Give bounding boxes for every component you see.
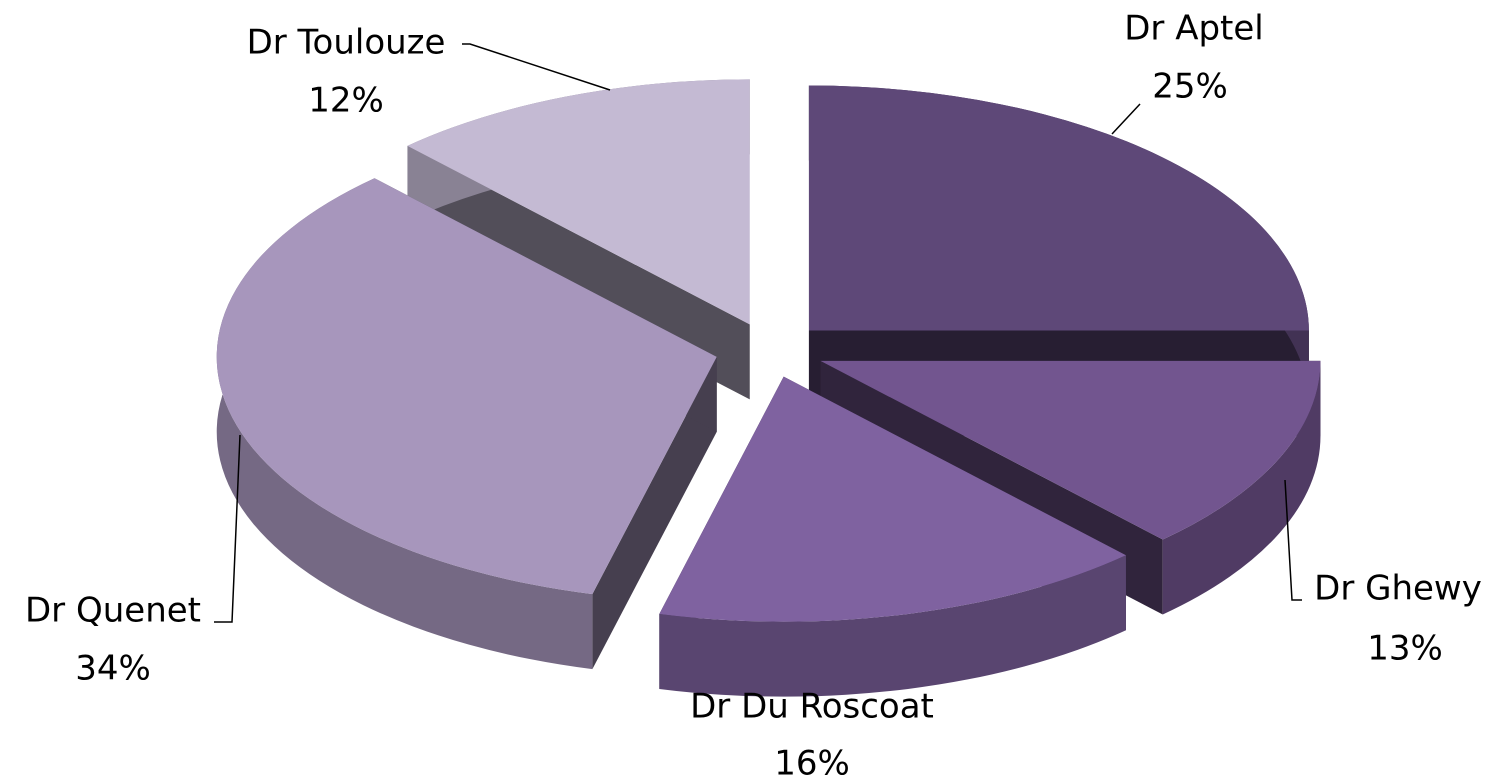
- slice-label: Dr Ghewy: [1314, 569, 1482, 609]
- slice-edge: [1162, 360, 1321, 615]
- slice-value-label: 25%: [1152, 67, 1228, 107]
- slice-edge: [216, 178, 593, 670]
- pie: [216, 79, 1321, 697]
- slice: [407, 79, 750, 325]
- slice-edge: [659, 555, 1126, 697]
- slice-label: Dr Du Roscoat: [690, 687, 934, 727]
- slice-value-label: 13%: [1367, 629, 1443, 669]
- slice-value-label: 34%: [75, 649, 151, 689]
- slice: [216, 178, 717, 595]
- slice: [820, 360, 1321, 540]
- slice-value-label: 16%: [774, 744, 850, 783]
- slice-label: Dr Quenet: [25, 591, 201, 631]
- slice-label: Dr Aptel: [1124, 9, 1264, 49]
- slice-label: Dr Toulouze: [247, 23, 446, 63]
- leader-line: [1111, 103, 1141, 135]
- slice-value-label: 12%: [308, 81, 384, 121]
- slice: [808, 85, 1309, 331]
- slice-side: [592, 356, 717, 670]
- slice: [659, 376, 1126, 622]
- leader-line: [1284, 479, 1302, 601]
- leader-line: [462, 43, 611, 91]
- leader-line: [214, 434, 241, 623]
- labels: Dr Aptel 25% Dr Ghewy 13% Dr Du Roscoat 16% Dr…: [25, 9, 1482, 783]
